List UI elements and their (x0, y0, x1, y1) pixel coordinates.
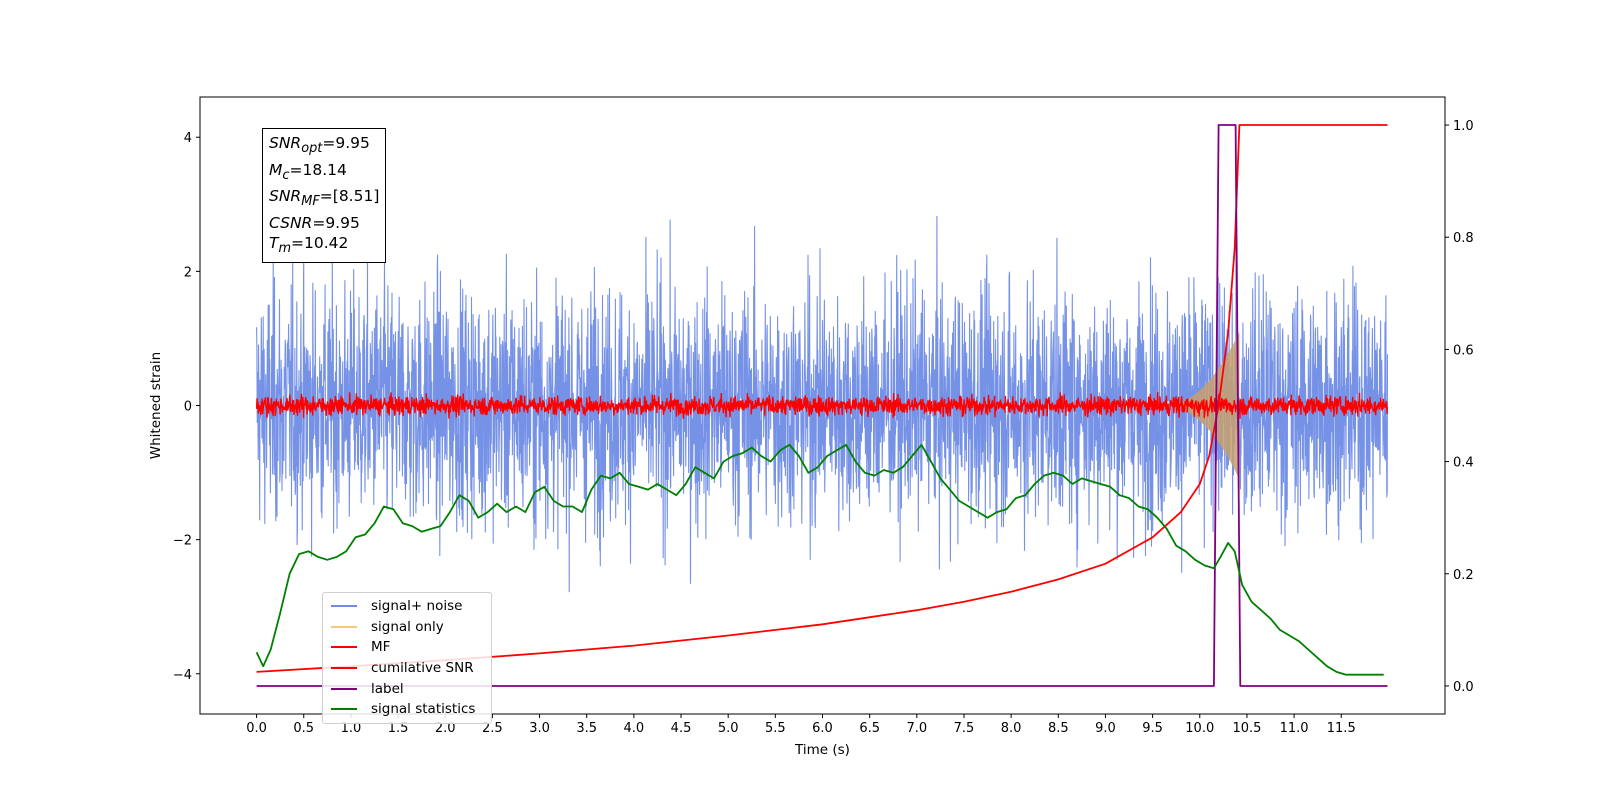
x-tick-label: 0.0 (246, 721, 267, 736)
x-tick-label: 5.0 (718, 721, 739, 736)
x-tick-label: 8.5 (1048, 721, 1069, 736)
legend-label-signal-noise: signal+ noise (371, 598, 463, 615)
series-mf (255, 392, 1389, 420)
x-tick-label: 8.0 (1001, 721, 1022, 736)
csnr-symbol: CSNR (269, 213, 313, 232)
series-signal-statistics (255, 443, 1384, 676)
x-tick-label: 10.0 (1185, 721, 1214, 736)
y-tick-label-right: 1.0 (1453, 119, 1474, 134)
y-tick-label-left: 2 (184, 265, 192, 280)
snr-mf-line: SNRMF=[8.51] (269, 186, 379, 213)
x-tick-label: 9.5 (1142, 721, 1163, 736)
x-tick-label: 1.5 (388, 721, 409, 736)
snr-opt-subscript: opt (301, 141, 323, 157)
legend-label-signal-statistics: signal statistics (371, 701, 476, 718)
y-tick-label-right: 0.6 (1453, 343, 1474, 358)
y-axis-label: Whitened strain (148, 352, 164, 459)
legend-item-signal-statistics: signal statistics (331, 699, 485, 720)
x-tick-label: 5.5 (765, 721, 786, 736)
x-tick-label: 6.5 (859, 721, 880, 736)
y-tick-label-left: 4 (184, 131, 192, 146)
y-tick-label-left: 0 (184, 400, 192, 415)
legend-swatch-label (331, 687, 357, 690)
x-tick-label: 9.0 (1095, 721, 1116, 736)
chart-legend: signal+ noise signal only MF cumilative … (322, 592, 492, 724)
x-tick-label: 10.5 (1232, 721, 1261, 736)
x-tick-label: 2.0 (435, 721, 456, 736)
y-tick-label-left: −2 (173, 534, 192, 549)
x-tick-label: 3.5 (576, 721, 597, 736)
x-tick-label: 1.0 (341, 721, 362, 736)
x-tick-label: 7.5 (954, 721, 975, 736)
legend-swatch-mf (331, 646, 357, 649)
legend-label-label: label (371, 680, 404, 697)
x-tick-label: 4.0 (624, 721, 645, 736)
csnr-value: =9.95 (312, 213, 360, 232)
series-label (256, 124, 1388, 687)
tm-line: Tm=10.42 (269, 233, 379, 260)
x-tick-label: 0.5 (293, 721, 314, 736)
snr-opt-line: SNRopt=9.95 (269, 133, 379, 160)
data-layer (255, 124, 1389, 687)
tm-subscript: m (278, 241, 292, 257)
x-tick-label: 3.0 (529, 721, 550, 736)
stats-annotation-box: SNRopt=9.95 Mc=18.14 SNRMF=[8.51] CSNR=9… (262, 128, 387, 263)
snr-mf-value: =[8.51] (319, 187, 380, 206)
snr-mf-symbol: SNR (269, 187, 302, 206)
y-tick-label-right: 0.8 (1453, 231, 1474, 246)
csnr-line: CSNR=9.95 (269, 213, 379, 234)
y-tick-label-right: 0.2 (1453, 568, 1474, 583)
legend-label-signal-only: signal only (371, 618, 444, 635)
x-tick-label: 4.5 (671, 721, 692, 736)
legend-item-label: label (331, 678, 485, 699)
y-tick-label-left: −4 (173, 668, 192, 683)
x-tick-label: 11.0 (1280, 721, 1309, 736)
legend-swatch-signal-only (331, 625, 357, 628)
tm-value: =10.42 (291, 234, 349, 253)
legend-label-mf: MF (371, 639, 391, 656)
legend-swatch-signal-noise (331, 605, 357, 608)
legend-item-cumulative-snr: cumilative SNR (331, 658, 485, 679)
y-tick-label-right: 0.0 (1453, 680, 1474, 695)
x-axis-label: Time (s) (794, 742, 850, 758)
legend-item-signal-only: signal only (331, 617, 485, 638)
x-tick-label: 6.0 (812, 721, 833, 736)
snr-mf-subscript: MF (301, 194, 320, 210)
legend-item-signal-noise: signal+ noise (331, 596, 485, 617)
series-cumilative-snr (256, 124, 1388, 673)
snr-opt-symbol: SNR (269, 134, 302, 152)
mc-subscript: c (282, 167, 290, 183)
x-tick-label: 7.0 (906, 721, 927, 736)
legend-swatch-signal-statistics (331, 708, 357, 711)
mc-symbol: M (269, 160, 283, 179)
legend-swatch-cumulative-snr (331, 667, 357, 670)
mc-line: Mc=18.14 (269, 160, 379, 187)
x-tick-label: 2.5 (482, 721, 503, 736)
snr-opt-value: =9.95 (322, 134, 370, 152)
mc-value: =18.14 (289, 160, 347, 179)
legend-item-mf: MF (331, 637, 485, 658)
y-tick-label-right: 0.4 (1453, 456, 1474, 471)
legend-label-cumulative-snr: cumilative SNR (371, 660, 474, 677)
x-tick-label: 11.5 (1327, 721, 1356, 736)
tm-symbol: T (269, 234, 279, 253)
axes-layer: 0.0 0.5 1.0 1.5 2.0 2.5 3.0 3.5 4.0 4.5 5.0 5.5 6.0 6… (173, 119, 1474, 736)
